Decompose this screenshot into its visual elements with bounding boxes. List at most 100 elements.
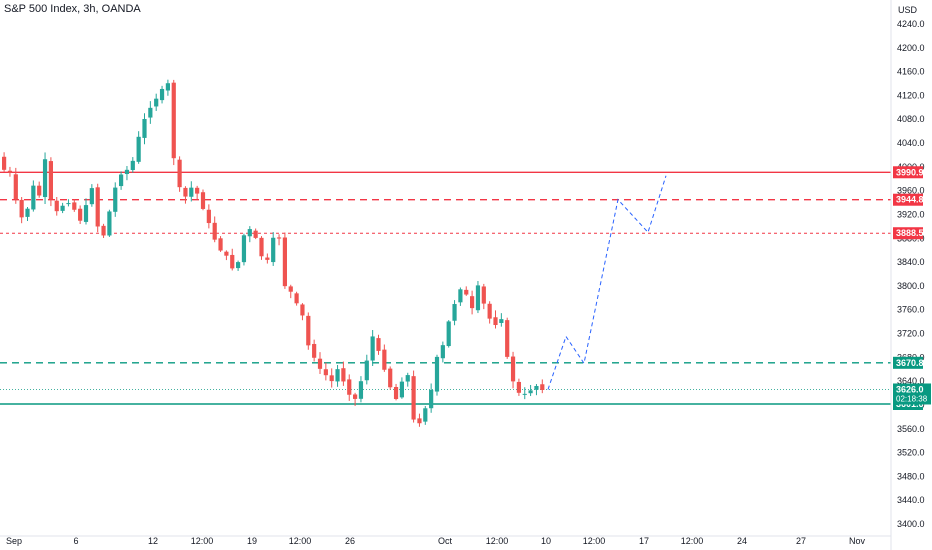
candle-body	[464, 289, 469, 295]
candle-body	[358, 381, 364, 399]
price-tick-label: 3800.0	[897, 281, 925, 291]
candle-body	[347, 379, 352, 395]
last-price-label: 3626.0	[896, 384, 924, 394]
candle-body	[177, 159, 182, 188]
candle-body	[499, 319, 504, 324]
candle-body	[224, 251, 229, 256]
candle-body	[312, 343, 317, 358]
candle-body	[452, 304, 457, 321]
price-axis[interactable]: USD 4240.0 4200.0 4160.0 4120.0 4080.0 4040.0…	[890, 0, 925, 550]
support-dashed-tag-label: 3670.8	[896, 358, 924, 368]
price-tick-label: 3840.0	[897, 257, 925, 267]
resistance-dashed-tag	[893, 193, 923, 206]
candle-body	[475, 285, 481, 311]
candle-body	[271, 237, 276, 263]
candle-body	[329, 375, 334, 382]
time-axis[interactable]: Sep 6 12 12:00 19 12:00 26 Oct 12:00 10 12:00 17 12:…	[0, 535, 891, 546]
candle-body	[25, 208, 30, 217]
candle-body	[31, 185, 36, 210]
candle-body	[364, 360, 369, 381]
candle-body	[458, 289, 463, 303]
candle-body	[353, 394, 358, 399]
time-tick-label: 12:00	[191, 536, 214, 546]
resistance-dotted-tag-label: 3888.5	[896, 228, 924, 238]
candle-body	[183, 187, 188, 197]
candle-body	[487, 303, 492, 319]
time-tick-label: 12:00	[486, 536, 509, 546]
candle-body	[78, 208, 83, 221]
candle-body	[119, 174, 124, 187]
candle-body	[429, 389, 434, 409]
candle-body	[165, 83, 170, 91]
candle-body	[189, 187, 194, 197]
candle-body	[481, 286, 486, 304]
time-tick-label: 12:00	[289, 536, 312, 546]
price-tick-label: 3920.0	[897, 209, 925, 219]
candle-body	[42, 159, 48, 198]
candle-body	[393, 386, 399, 400]
time-tick-label: Oct	[438, 536, 453, 546]
candle-body	[411, 376, 416, 420]
candle-body	[370, 336, 375, 361]
candle-body	[288, 286, 293, 292]
candle-body	[159, 88, 165, 101]
candle-body	[83, 205, 89, 222]
candle-body	[113, 187, 118, 212]
currency-label: USD	[898, 5, 918, 15]
price-tick-label: 3400.0	[897, 519, 925, 529]
candle-body	[282, 237, 287, 287]
candle-body	[382, 349, 387, 370]
candle-body	[294, 293, 299, 304]
candle-body	[417, 418, 422, 424]
time-tick-label: Nov	[849, 536, 866, 546]
price-tick-label: 3560.0	[897, 424, 925, 434]
candle-body	[130, 160, 135, 171]
candle-body	[528, 390, 533, 394]
resistance-dashed-tag-label: 3944.8	[896, 195, 924, 205]
candle-body	[13, 174, 18, 200]
price-tick-label: 4240.0	[897, 19, 925, 29]
price-tick-label: 4200.0	[897, 43, 925, 53]
price-tick-label: 4160.0	[897, 67, 925, 77]
countdown-label: 02:18:38	[896, 394, 928, 403]
candle-body	[470, 296, 475, 309]
candle-body	[534, 385, 539, 390]
time-tick-label: Sep	[6, 536, 22, 546]
candle-body	[200, 192, 206, 209]
candle-body	[446, 321, 451, 347]
time-tick-label: 19	[247, 536, 257, 546]
candle-body	[124, 169, 130, 175]
candle-body	[434, 356, 440, 392]
candle-body	[236, 262, 241, 269]
candle-body	[317, 358, 323, 369]
candle-body	[399, 381, 404, 398]
price-levels[interactable]	[0, 171, 891, 405]
candle-body	[206, 209, 211, 224]
price-tick-label: 4120.0	[897, 90, 925, 100]
candle-body	[423, 408, 428, 422]
candle-body	[101, 225, 106, 236]
candle-body	[142, 118, 147, 138]
time-tick-label: 24	[737, 536, 747, 546]
candle-body	[516, 381, 521, 393]
time-tick-label: 12	[148, 536, 158, 546]
price-tick-label: 4040.0	[897, 138, 925, 148]
chart-title: S&P 500 Index, 3h, OANDA	[4, 3, 141, 15]
candle-body	[171, 82, 176, 159]
candles	[2, 79, 545, 427]
candle-body	[37, 185, 42, 196]
time-tick-label: 6	[73, 536, 78, 546]
candle-body	[540, 384, 545, 390]
price-tick-label: 3480.0	[897, 471, 925, 481]
candle-body	[376, 338, 381, 351]
price-tags: 3990.93944.83888.53670.83601.63626.002:1…	[893, 166, 931, 410]
candle-body	[19, 199, 24, 218]
candle-body	[107, 211, 112, 236]
time-tick-label: 26	[345, 536, 355, 546]
candle-body	[154, 98, 159, 107]
candle-body	[323, 369, 328, 376]
projection-path	[547, 175, 667, 390]
candle-body	[7, 170, 13, 173]
candle-body	[60, 205, 65, 211]
